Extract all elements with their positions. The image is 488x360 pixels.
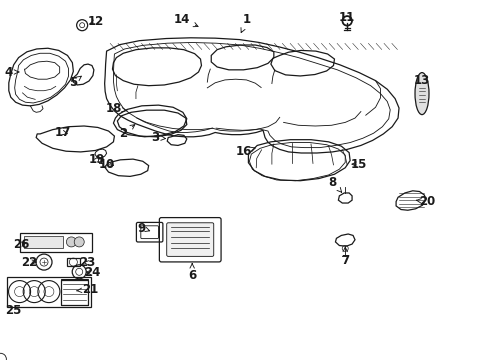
Ellipse shape — [414, 73, 428, 114]
Text: 25: 25 — [5, 304, 22, 317]
Text: 22: 22 — [21, 256, 38, 269]
Text: 11: 11 — [338, 11, 355, 24]
Text: 18: 18 — [105, 102, 127, 114]
Text: 4: 4 — [5, 66, 19, 78]
Text: 8: 8 — [328, 176, 341, 192]
Text: 26: 26 — [13, 238, 30, 251]
FancyBboxPatch shape — [24, 236, 62, 248]
Text: 19: 19 — [88, 153, 105, 166]
Text: 2: 2 — [119, 125, 135, 140]
Text: 5: 5 — [69, 76, 81, 89]
Text: 3: 3 — [151, 131, 165, 144]
Text: 20: 20 — [415, 195, 435, 208]
Text: 24: 24 — [83, 266, 100, 279]
Text: 7: 7 — [341, 247, 348, 267]
Text: 21: 21 — [77, 283, 99, 296]
Text: 9: 9 — [138, 222, 149, 235]
Circle shape — [66, 237, 76, 247]
FancyBboxPatch shape — [166, 223, 213, 256]
Circle shape — [74, 237, 84, 247]
Text: 16: 16 — [235, 145, 255, 158]
Text: 6: 6 — [188, 264, 196, 282]
Text: 15: 15 — [350, 158, 366, 171]
Text: 17: 17 — [54, 126, 71, 139]
Text: 13: 13 — [412, 75, 429, 87]
Text: 1: 1 — [241, 13, 250, 32]
Text: 23: 23 — [79, 256, 95, 269]
Text: 14: 14 — [173, 13, 198, 27]
Text: 10: 10 — [98, 158, 115, 171]
Text: 12: 12 — [87, 15, 103, 28]
